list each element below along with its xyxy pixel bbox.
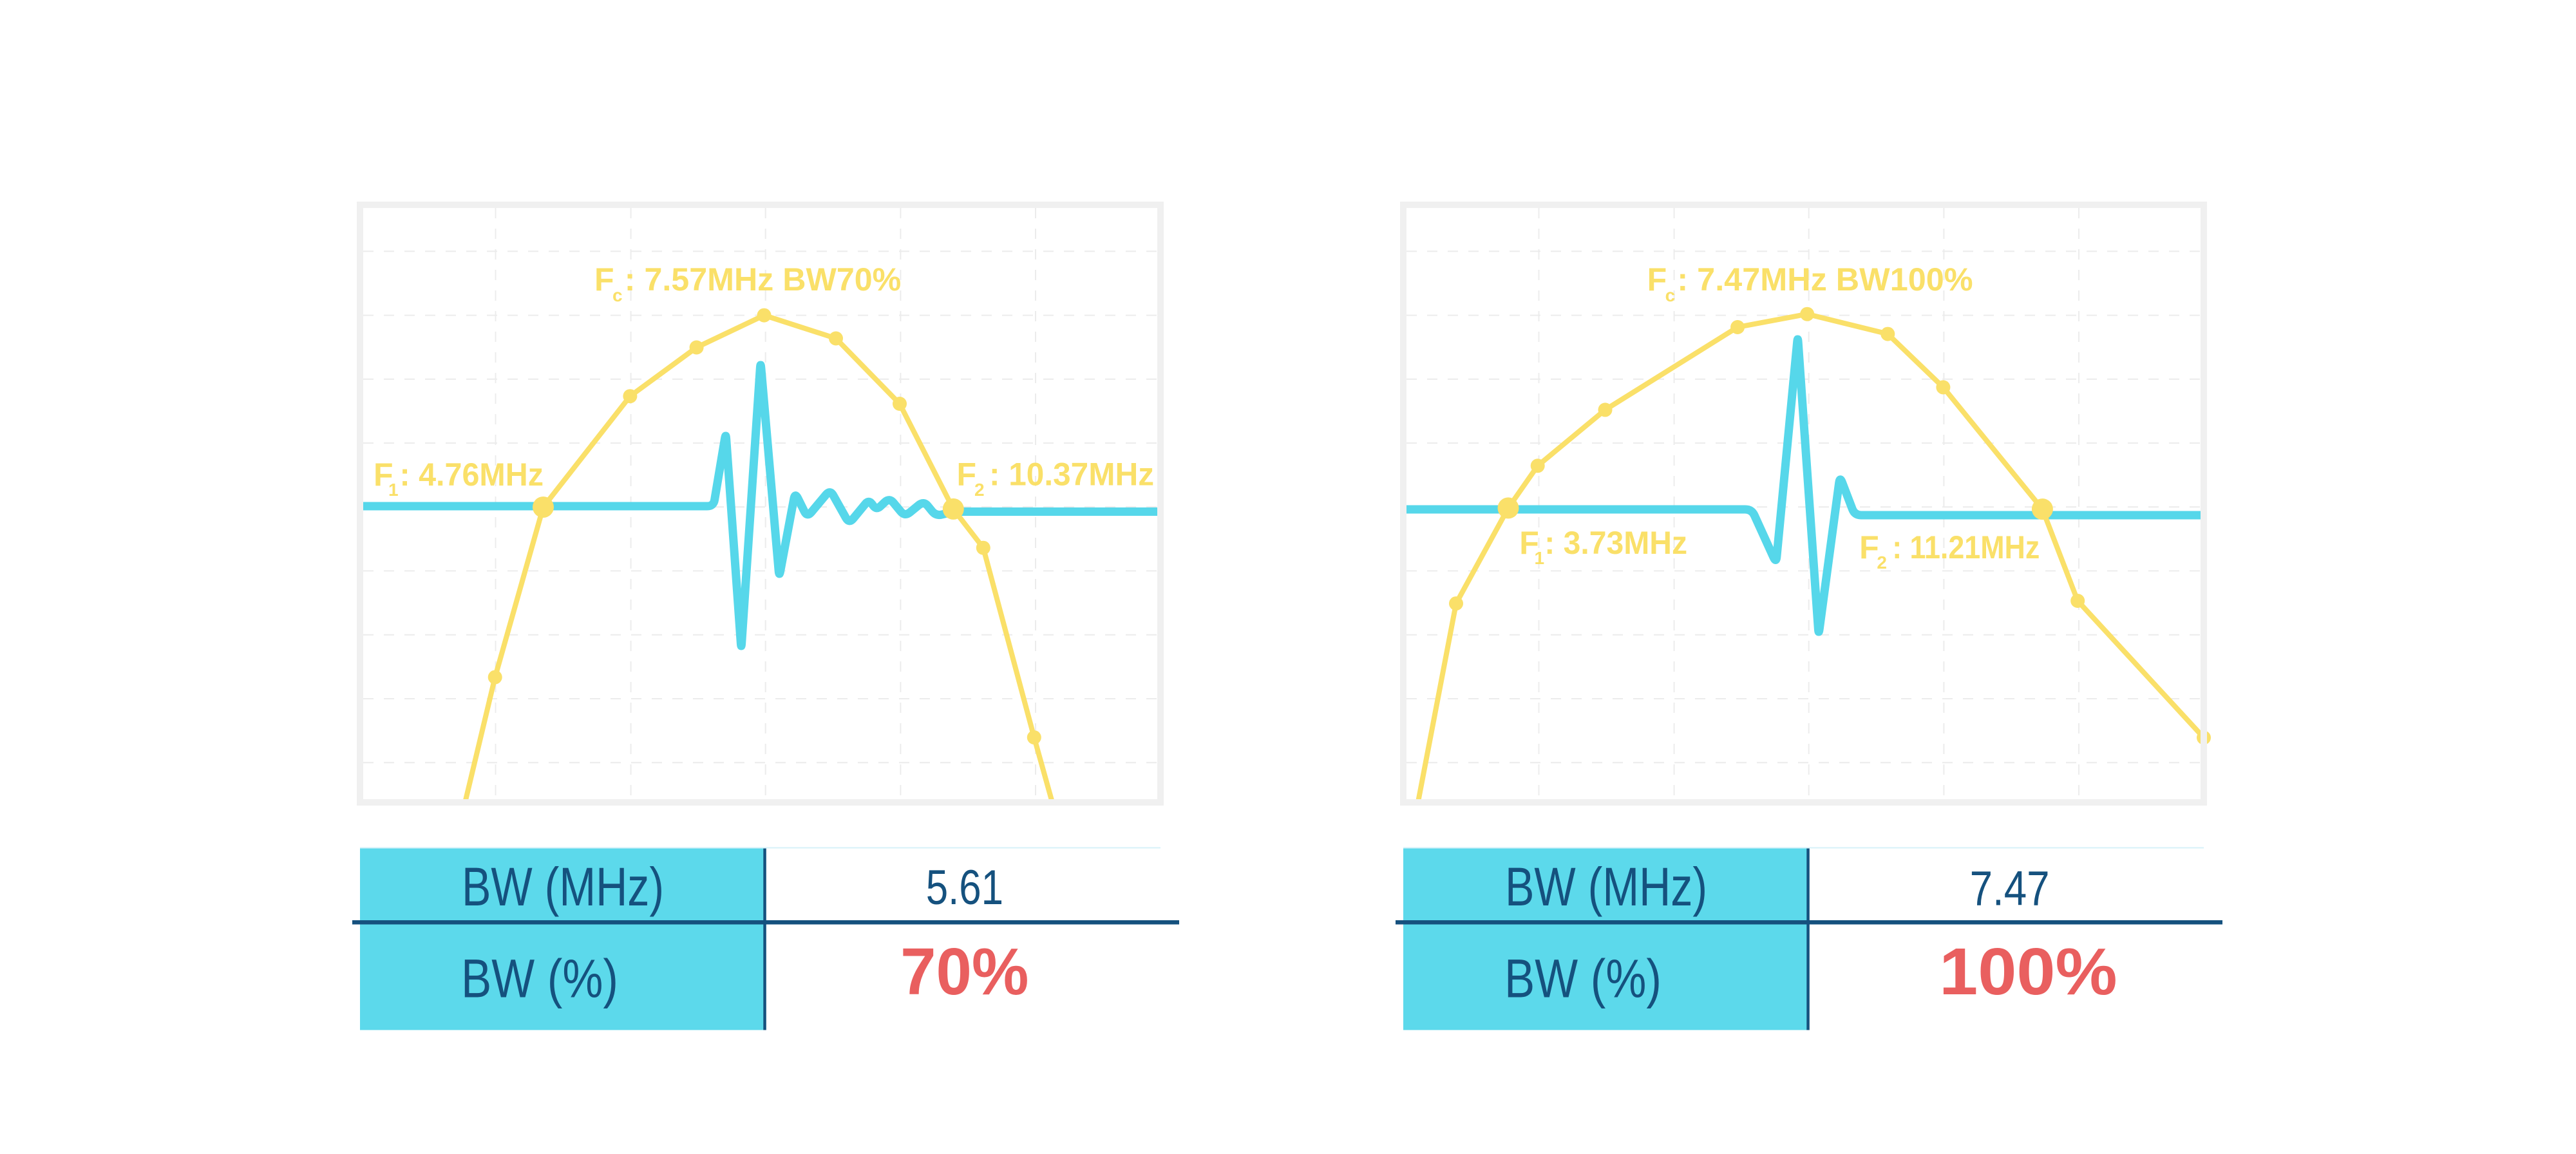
- svg-text:1: 1: [1535, 548, 1545, 568]
- svg-text:: 11.21MHz: : 11.21MHz: [1892, 529, 2040, 565]
- svg-text:BW (%): BW (%): [461, 949, 618, 1009]
- svg-text:1: 1: [388, 480, 399, 500]
- svg-text:: 4.76MHz: : 4.76MHz: [400, 457, 544, 493]
- svg-text:F: F: [374, 457, 393, 493]
- svg-text:: 7.47MHz BW100%: : 7.47MHz BW100%: [1677, 261, 1973, 298]
- svg-text:: 7.57MHz BW70%: : 7.57MHz BW70%: [625, 261, 902, 298]
- svg-text:2: 2: [974, 480, 985, 500]
- svg-text:2: 2: [1877, 553, 1887, 572]
- svg-text:BW (MHz): BW (MHz): [1505, 856, 1707, 917]
- svg-text:100%: 100%: [1939, 934, 2117, 1008]
- svg-text:BW (MHz): BW (MHz): [462, 856, 664, 917]
- svg-text:F: F: [594, 261, 614, 298]
- svg-text:c: c: [612, 285, 623, 305]
- svg-text:F: F: [1519, 525, 1539, 561]
- svg-text:7.47: 7.47: [1970, 862, 2050, 916]
- svg-text:F: F: [1647, 261, 1667, 298]
- svg-text:70%: 70%: [900, 934, 1028, 1008]
- svg-text:c: c: [1665, 285, 1676, 305]
- svg-text:F: F: [1859, 529, 1879, 565]
- svg-text:BW (%): BW (%): [1504, 949, 1662, 1009]
- svg-text:5.61: 5.61: [926, 860, 1003, 915]
- svg-text:: 3.73MHz: : 3.73MHz: [1544, 525, 1687, 561]
- svg-text:F: F: [957, 457, 977, 493]
- svg-text:: 10.37MHz: : 10.37MHz: [989, 457, 1154, 493]
